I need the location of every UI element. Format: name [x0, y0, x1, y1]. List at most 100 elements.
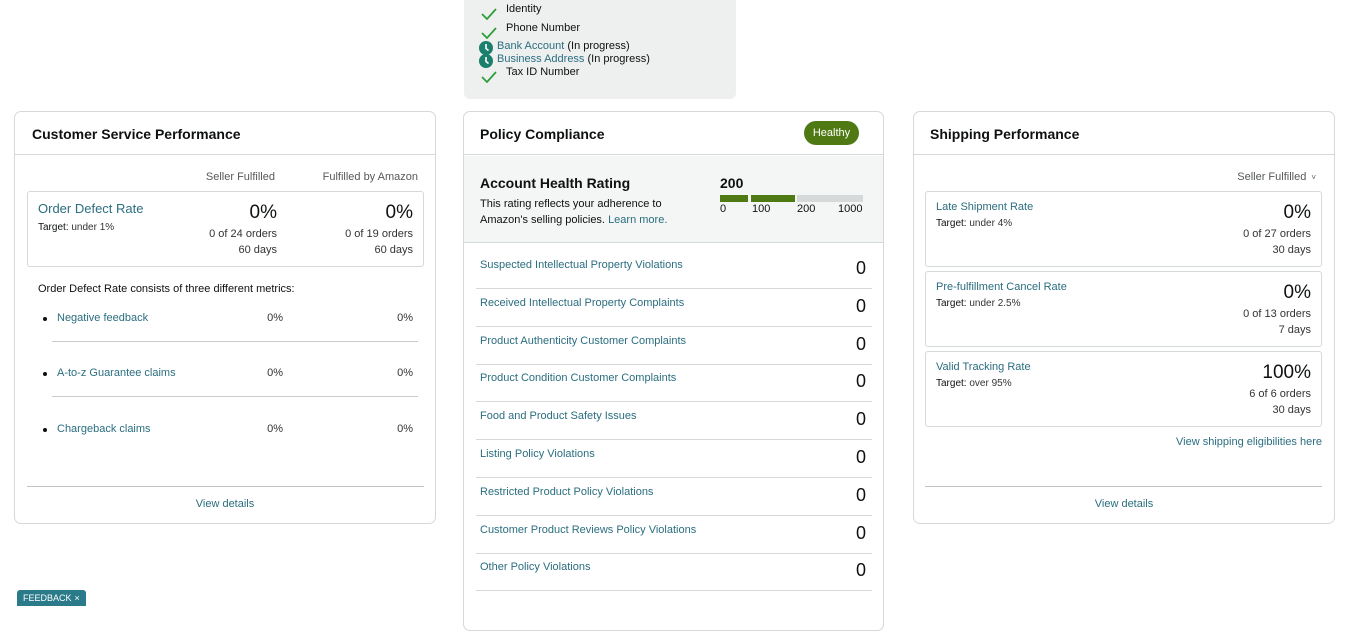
view-details[interactable]: View details	[1094, 498, 1154, 510]
item-status: (In progress)	[567, 40, 630, 52]
shipping-card: Shipping Performance Seller Fulfilled ˅ Lat…	[913, 111, 1335, 524]
view-details[interactable]: View details	[195, 498, 255, 510]
item-label: Identity	[506, 3, 542, 15]
target-value: over 95%	[969, 378, 1012, 389]
policy-row-label[interactable]: Restricted Product Policy Violations	[480, 485, 654, 498]
eligibility-link[interactable]: View shipping eligibilities here	[1176, 436, 1322, 448]
health-badge: Healthy	[804, 121, 859, 145]
metric-period: 7 days	[1278, 324, 1311, 336]
divider	[476, 439, 872, 441]
scale-label: 0	[720, 203, 727, 215]
policy-row-label[interactable]: Received Intellectual Property Complaint…	[480, 296, 685, 309]
bullet	[43, 317, 47, 321]
ahr-title: Account Health Rating	[480, 175, 631, 191]
verification-item: Phone Number	[506, 22, 580, 34]
item-label: Tax ID Number	[506, 66, 580, 78]
metric-value: 0%	[385, 202, 413, 223]
policy-row-label[interactable]: Suspected Intellectual Property Violatio…	[480, 259, 683, 271]
policy-row-count: 0	[855, 522, 866, 543]
metrics-intro: Order Defect Rate consists of three diff…	[38, 283, 295, 295]
card-title: Customer Service Performance	[32, 126, 241, 142]
metric-name[interactable]: Order Defect Rate	[38, 201, 144, 216]
metric-box: Pre-fulfillment Cancel Rate Target: under…	[925, 271, 1322, 347]
sub-metric-value: 0%	[397, 367, 413, 379]
item-label[interactable]: Bank Account	[497, 40, 565, 52]
target-value: under 4%	[969, 218, 1013, 229]
odr-box: Order Defect Rate Target: under 1% 0% 0 of …	[27, 191, 424, 267]
bullet	[43, 428, 47, 432]
target-label: Target:	[936, 218, 967, 229]
metric-target: Target: under 4%	[936, 218, 1012, 229]
divider	[52, 341, 418, 342]
metric-value: 100%	[1262, 362, 1311, 383]
sub-metric-name[interactable]: Negative feedback	[57, 312, 149, 324]
feedback-label[interactable]: FEEDBACK	[23, 593, 72, 603]
check-svg	[481, 27, 497, 40]
metric-period: 30 days	[1272, 244, 1311, 256]
rating-bar	[720, 195, 748, 202]
rating-bar	[797, 195, 863, 202]
metric-orders: 0 of 13 orders	[1243, 308, 1311, 320]
page: Identity Phone Number Bank Account (In pro…	[14, 0, 1335, 631]
card-header	[15, 112, 435, 155]
verification-item: Identity	[506, 3, 541, 15]
policy-row-label[interactable]: Food and Product Safety Issues	[480, 410, 637, 423]
ahr-description: This rating reflects your adherence to A…	[480, 196, 690, 228]
policy-row-count: 0	[855, 447, 866, 467]
sub-metric-value: 0%	[267, 312, 283, 324]
policy-row-count: 0	[855, 371, 866, 392]
metric-orders: 0 of 27 orders	[1243, 228, 1311, 240]
sub-metric-value: 0%	[397, 312, 413, 324]
metric-name[interactable]: Valid Tracking Rate	[936, 361, 1031, 373]
target-label: Target:	[936, 298, 967, 309]
policy-row-label[interactable]: Product Authenticity Customer Complaints	[480, 334, 687, 347]
policy-row-label[interactable]: Product Condition Customer Complaints	[480, 372, 677, 385]
metric-period: 30 days	[1272, 404, 1311, 416]
sub-metric-name[interactable]: Chargeback claims	[57, 423, 151, 435]
check-icon	[481, 7, 497, 21]
policy-row-label[interactable]: Listing Policy Violations	[480, 448, 595, 460]
divider	[476, 552, 872, 554]
description-text: This rating reflects your adherence to A…	[480, 198, 662, 226]
bullet	[43, 372, 47, 376]
scale-label: 200	[797, 203, 816, 215]
fulfillment-dropdown[interactable]: Seller Fulfilled ˅	[1237, 171, 1316, 183]
metric-value: 0%	[1283, 202, 1311, 223]
target-value: under 1%	[71, 222, 115, 233]
dropdown-label: Seller Fulfilled	[1237, 171, 1307, 183]
verification-item: Tax ID Number	[506, 66, 579, 78]
divider	[52, 396, 418, 397]
learn-more[interactable]: Learn more.	[608, 214, 668, 226]
metric-name[interactable]: Late Shipment Rate	[936, 201, 1034, 213]
metric-name[interactable]: Pre-fulfillment Cancel Rate	[936, 281, 1067, 293]
target-value: under 2.5%	[969, 298, 1021, 309]
check-icon	[481, 70, 497, 84]
check-svg	[481, 8, 497, 21]
item-status: (In progress)	[587, 53, 650, 65]
target-label: Target:	[38, 222, 69, 233]
metric-box: Late Shipment Rate Target: under 4% 0% 0 of…	[925, 191, 1322, 267]
divider	[27, 486, 424, 487]
policy-row-count: 0	[855, 333, 866, 354]
policy-row-label[interactable]: Other Policy Violations	[480, 561, 591, 574]
sub-metric-name[interactable]: A-to-z Guarantee claims	[57, 367, 176, 379]
feedback-button[interactable]: FEEDBACK ×	[17, 590, 86, 606]
divider	[476, 477, 872, 478]
metric-value: 0%	[249, 202, 277, 223]
policy-row-label[interactable]: Customer Product Reviews Policy Violatio…	[480, 523, 697, 536]
scale-label: 100	[752, 203, 771, 215]
policy-row-count: 0	[855, 409, 866, 430]
ahr-score: 200	[720, 175, 744, 191]
divider	[476, 363, 872, 365]
sub-metric-value: 0%	[267, 423, 283, 435]
card-title: Shipping Performance	[930, 126, 1080, 142]
metric-orders: 0 of 19 orders	[345, 228, 413, 240]
rating-bar	[751, 195, 795, 202]
clock-svg	[479, 54, 493, 68]
verification-item: Business Address (In progress)	[497, 53, 650, 65]
item-label[interactable]: Business Address	[497, 53, 585, 65]
check-icon	[481, 26, 497, 40]
feedback-close[interactable]: ×	[74, 593, 80, 603]
metric-orders: 0 of 24 orders	[209, 228, 277, 240]
account-health: Account Health Rating This rating reflect…	[464, 156, 883, 243]
